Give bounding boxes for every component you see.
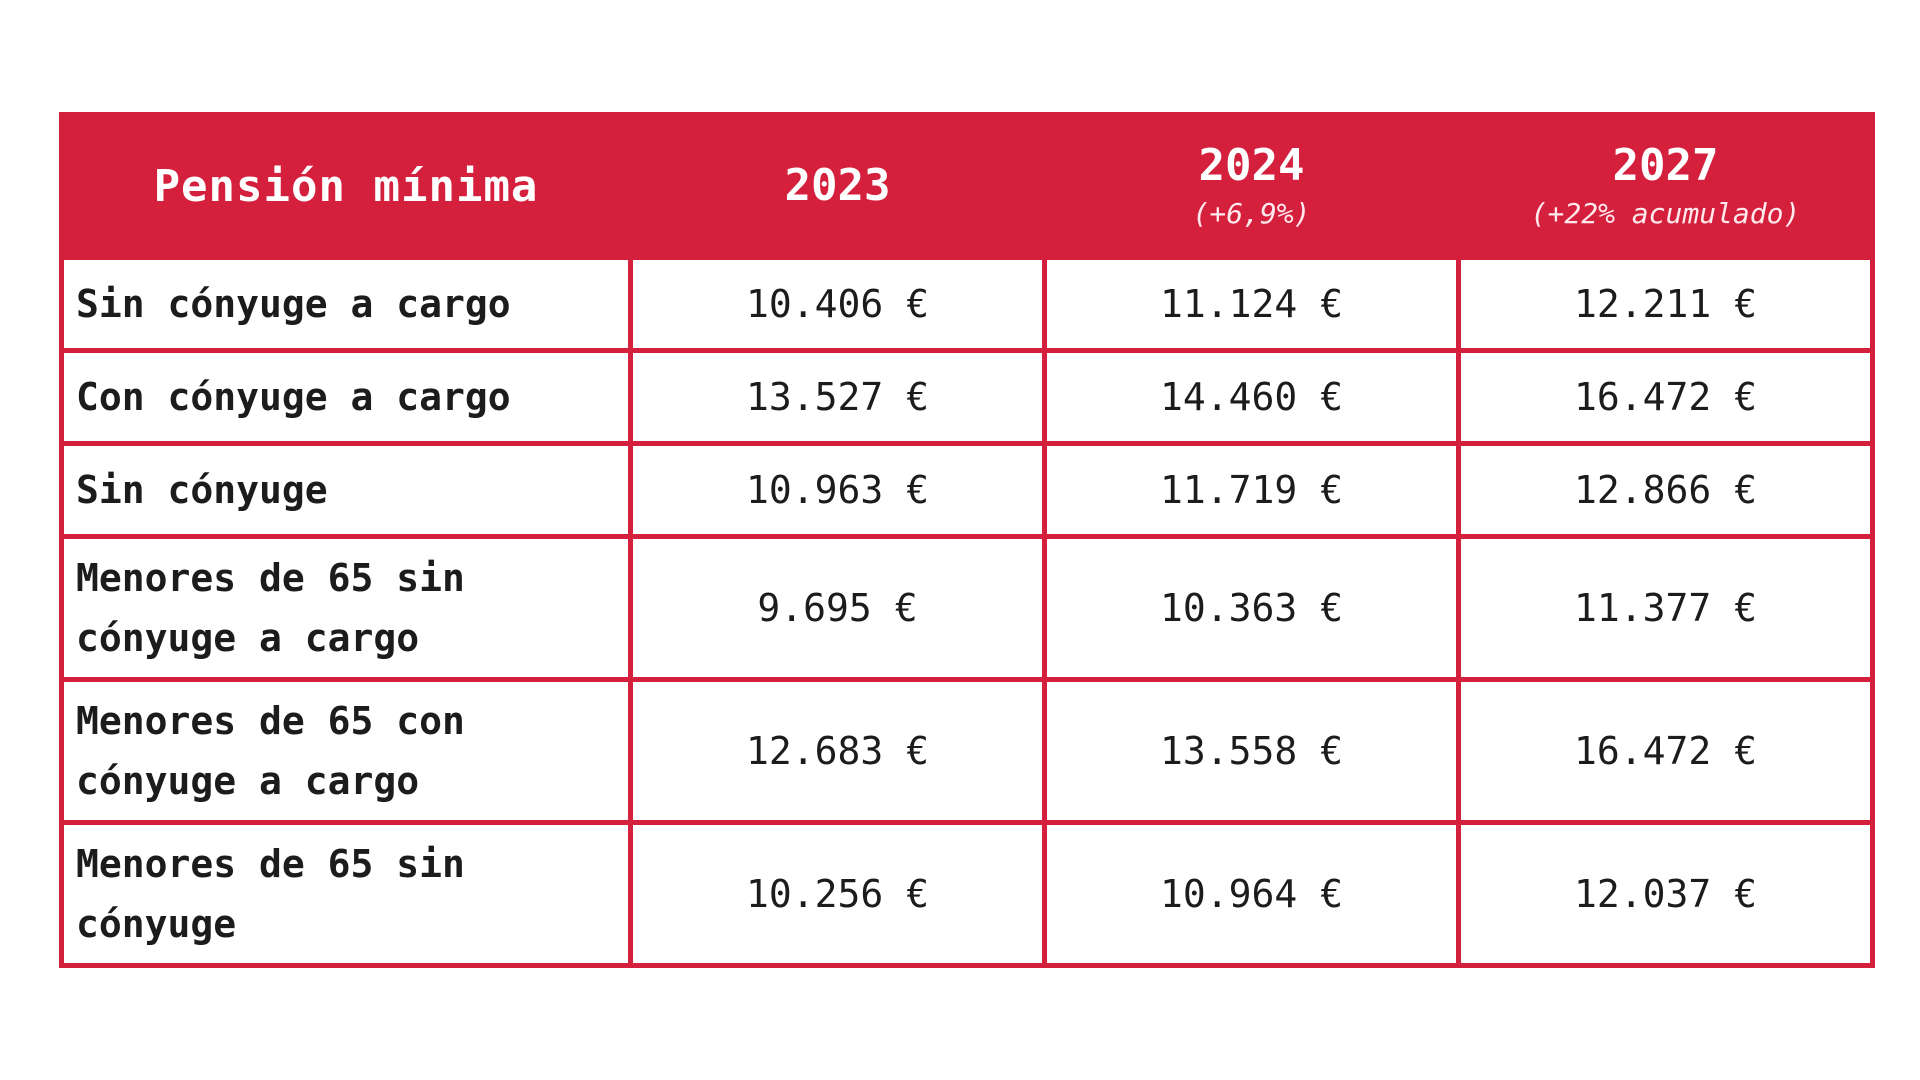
cell-2023: 10.256 € [628,820,1047,968]
cell-2024: 10.363 € [1042,534,1461,682]
cell-2027: 12.037 € [1456,820,1875,968]
header-col-2027: 2027 (+22% acumulado) [1456,112,1875,260]
header-year: 2024 [1198,140,1305,192]
pension-table: Pensión mínima 2023 2024 (+6,9%) 2027 (+… [59,112,1875,968]
cell-2023: 10.406 € [628,255,1047,353]
row-label: Sin cónyuge a cargo [59,255,633,353]
cell-2023: 10.963 € [628,441,1047,539]
table-row: Menores de 65 sin cónyuge 10.256 € 10.96… [59,820,1875,968]
header-year: 2027 [1612,140,1719,192]
row-label: Menores de 65 con cónyuge a cargo [59,677,633,825]
row-label: Menores de 65 sin cónyuge [59,820,633,968]
cell-2024: 13.558 € [1042,677,1461,825]
cell-2027: 11.377 € [1456,534,1875,682]
header-col-2024: 2024 (+6,9%) [1042,112,1461,260]
header-col-2023: 2023 [628,112,1047,260]
cell-2024: 14.460 € [1042,348,1461,446]
cell-2023: 12.683 € [628,677,1047,825]
cell-2024: 11.719 € [1042,441,1461,539]
header-year: 2023 [784,159,891,211]
table-row: Menores de 65 con cónyuge a cargo 12.683… [59,677,1875,825]
row-label: Sin cónyuge [59,441,633,539]
table-row: Sin cónyuge 10.963 € 11.719 € 12.866 € [59,441,1875,539]
table-row: Con cónyuge a cargo 13.527 € 14.460 € 16… [59,348,1875,446]
table-row: Sin cónyuge a cargo 10.406 € 11.124 € 12… [59,255,1875,353]
cell-2027: 16.472 € [1456,348,1875,446]
table-row: Menores de 65 sin cónyuge a cargo 9.695 … [59,534,1875,682]
cell-2027: 12.866 € [1456,441,1875,539]
cell-2027: 16.472 € [1456,677,1875,825]
cell-2023: 13.527 € [628,348,1047,446]
header-note: (+6,9%) [1192,196,1311,230]
row-label: Menores de 65 sin cónyuge a cargo [59,534,633,682]
header-note: (+22% acumulado) [1530,196,1801,230]
cell-2027: 12.211 € [1456,255,1875,353]
cell-2023: 9.695 € [628,534,1047,682]
table-header-row: Pensión mínima 2023 2024 (+6,9%) 2027 (+… [59,112,1875,260]
header-pension-label: Pensión mínima [59,112,633,260]
cell-2024: 10.964 € [1042,820,1461,968]
row-label: Con cónyuge a cargo [59,348,633,446]
cell-2024: 11.124 € [1042,255,1461,353]
